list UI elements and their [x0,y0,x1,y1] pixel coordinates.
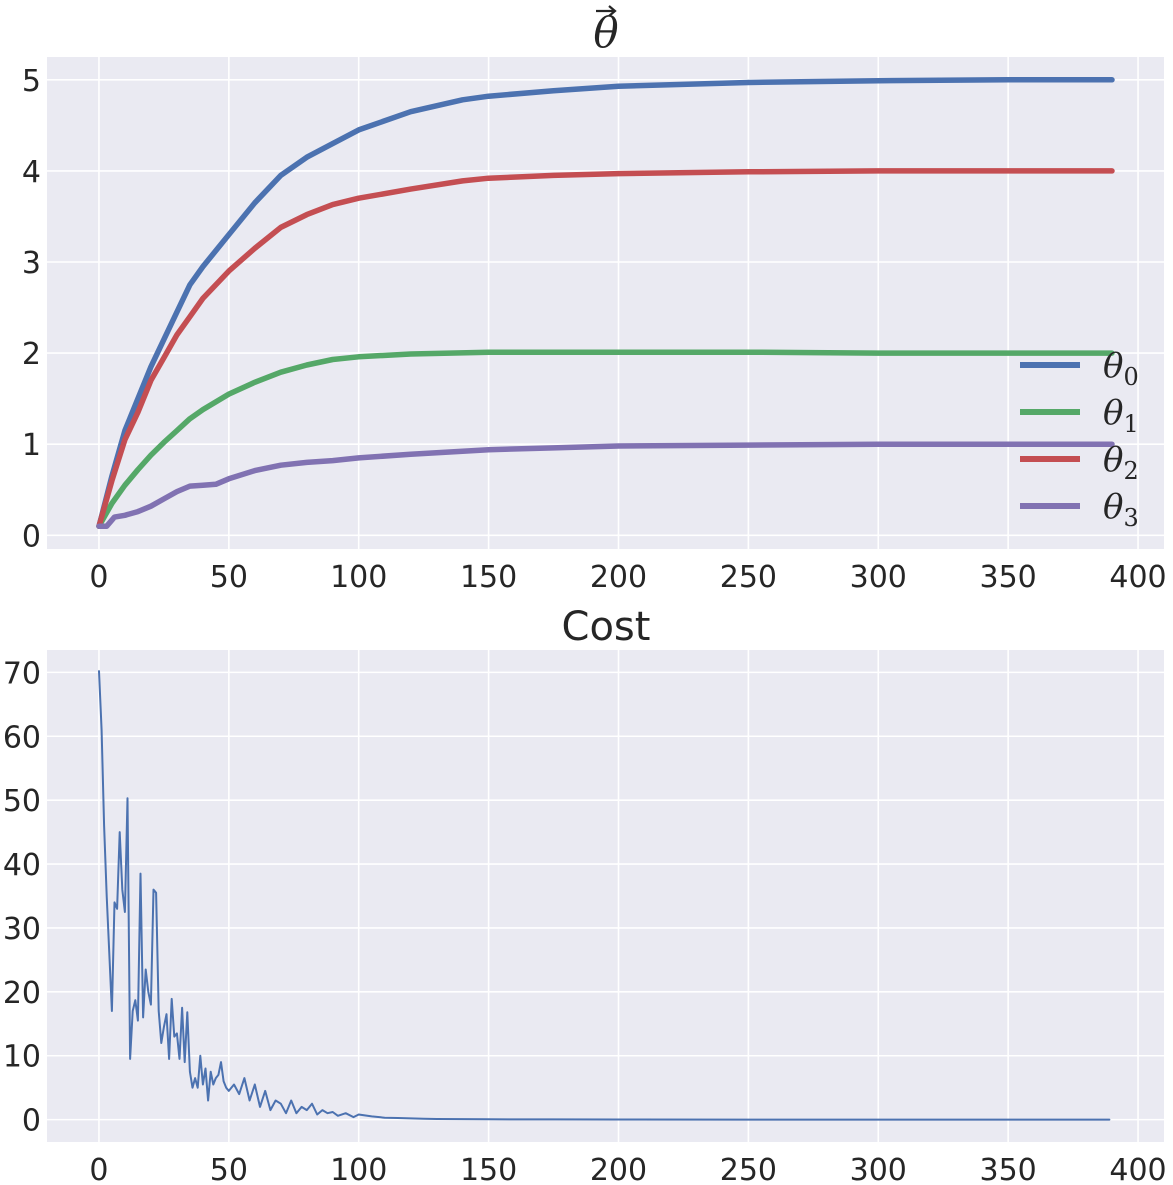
x-tick-label: 100 [330,1153,387,1185]
y-tick-label: 70 [3,656,41,691]
x-tick-label: 250 [720,1153,777,1185]
legend-entry-label: θ1 [1103,393,1139,438]
y-tick-label: 50 [3,784,41,819]
theta-plot-area [47,57,1164,549]
series-line-theta1 [96,349,1115,529]
cost-plot-area [47,650,1164,1142]
x-tick-label: 400 [1109,560,1166,595]
series-line-cost [98,670,1111,1121]
y-tick-label: 40 [3,848,41,883]
y-tick-label: 60 [3,720,41,755]
series-line-theta0 [96,77,1115,529]
x-tick-label: 400 [1109,1153,1166,1185]
x-tick-label: 0 [89,1153,108,1185]
y-tick-label: 5 [22,64,41,99]
y-tick-label: 0 [22,519,41,554]
y-tick-label: 4 [22,155,41,190]
x-tick-label: 300 [850,1153,907,1185]
x-tick-label: 150 [460,1153,517,1185]
x-tick-label: 250 [720,560,777,595]
x-tick-label: 50 [210,1153,248,1185]
x-tick-label: 100 [330,560,387,595]
series-line-theta2 [96,168,1115,529]
legend-entry-label: θ2 [1103,440,1139,485]
y-tick-label: 0 [22,1104,41,1139]
cost-chart: 0 50 100 150 200 250 300 350 400 0 10 20 30 40 50 60 70 C… [3,604,1167,1185]
y-tick-label: 30 [3,912,41,947]
vector-arrow-icon [596,5,617,17]
series-line-theta3 [96,441,1115,529]
x-tick-label: 0 [89,560,108,595]
y-tick-label: 10 [3,1040,41,1075]
x-tick-label: 150 [460,560,517,595]
chart-title: Cost [562,604,651,650]
x-tick-label: 200 [590,1153,647,1185]
y-tick-label: 1 [22,428,41,463]
x-tick-label: 300 [850,560,907,595]
legend-entry-label: θ0 [1103,346,1139,391]
y-tick-label: 20 [3,976,41,1011]
x-tick-label: 50 [210,560,248,595]
y-tick-label: 3 [22,246,41,281]
legend-entry-label: θ3 [1103,487,1139,532]
y-tick-label: 2 [22,337,41,372]
x-tick-label: 350 [980,560,1037,595]
chart-title: θ [593,8,618,57]
x-tick-label: 350 [980,1153,1037,1185]
x-tick-label: 200 [590,560,647,595]
